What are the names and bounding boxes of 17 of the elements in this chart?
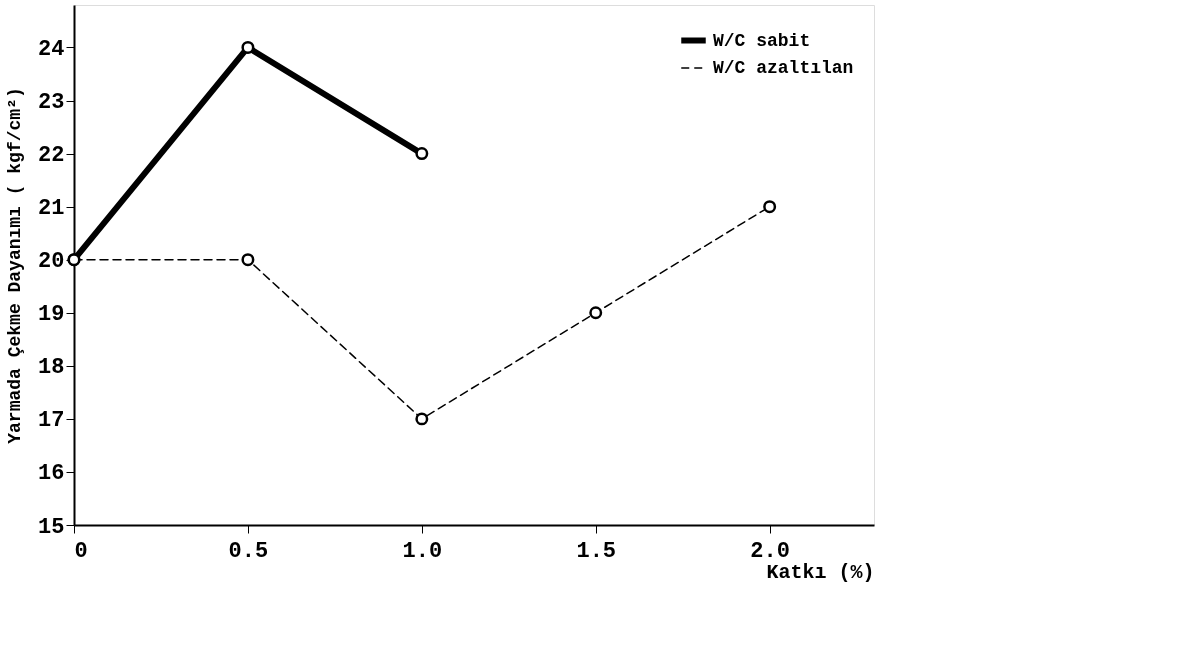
x-tick-label: 1.0 xyxy=(402,538,443,564)
y-tick-label: 20 xyxy=(38,249,65,275)
y-axis-title: Yarmada Çekme Dayanımı ( kgf/cm²) xyxy=(5,87,26,444)
legend-label: W/C azaltılan xyxy=(713,58,854,78)
x-tick-label: 0 xyxy=(74,538,88,564)
y-tick-label: 18 xyxy=(38,355,65,381)
legend-label: W/C sabit xyxy=(713,30,811,51)
x-tick-label: 0.5 xyxy=(228,538,269,564)
y-tick-label: 17 xyxy=(38,408,65,434)
y-tick-label: 19 xyxy=(38,302,65,328)
y-tick-label: 21 xyxy=(38,196,65,222)
y-tick-label: 24 xyxy=(38,36,65,62)
y-tick-label: 15 xyxy=(38,514,65,540)
y-tick-label: 23 xyxy=(38,90,65,116)
y-tick-label: 22 xyxy=(38,143,65,169)
y-tick-label: 16 xyxy=(38,461,65,487)
x-tick-label: 1.5 xyxy=(576,538,617,564)
